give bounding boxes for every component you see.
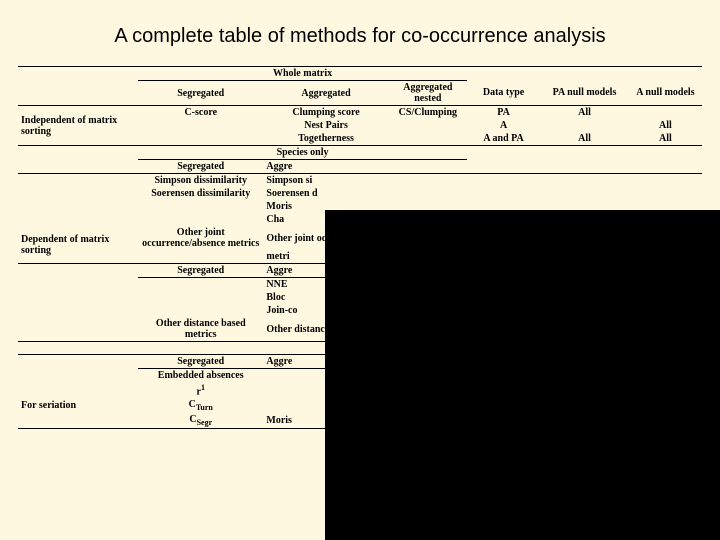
col-aggregated-nested: Aggregated nested <box>389 81 467 106</box>
cell-cs-clumping: CS/Clumping <box>389 106 467 120</box>
col-pa-null: PA null models <box>540 81 629 106</box>
cell-embedded: Embedded absences <box>138 369 263 383</box>
cell-cscore: C-score <box>138 106 263 120</box>
col-aggregated-2: Aggre <box>263 160 388 174</box>
col-segregated-2: Segregated <box>138 160 263 174</box>
cell-r1: r1 <box>138 382 263 398</box>
cell-other-dist: Other distance based metrics <box>138 317 263 342</box>
cell-cturn: CTurn <box>138 398 263 413</box>
cell-all4: All <box>629 132 702 146</box>
cell-a: A <box>467 119 540 132</box>
section-whole-matrix: Whole matrix <box>138 67 467 81</box>
cell-other-joint-abs: Other joint occurrence/absence metrics <box>138 226 263 250</box>
col-data-type: Data type <box>467 81 540 106</box>
occlusion-box <box>325 210 720 540</box>
page-title: A complete table of methods for co-occur… <box>0 0 720 66</box>
section-species-only: Species only <box>138 146 467 160</box>
cell-all2: All <box>629 119 702 132</box>
row-dependent: Dependent of matrix sorting <box>18 226 138 264</box>
cell-pa: PA <box>467 106 540 120</box>
cell-all3: All <box>540 132 629 146</box>
cell-nestpairs: Nest Pairs <box>263 119 388 132</box>
col-segregated: Segregated <box>138 81 263 106</box>
row-independent: Independent of matrix sorting <box>18 106 138 146</box>
cell-simpson-sim: Simpson si <box>263 174 388 188</box>
cell-clumping: Clumping score <box>263 106 388 120</box>
col-segregated-3: Segregated <box>138 264 263 278</box>
cell-soerensen-s: Soerensen d <box>263 187 388 200</box>
row-seriation: For seriation <box>18 382 138 429</box>
cell-soerensen-dis: Soerensen dissimilarity <box>138 187 263 200</box>
cell-a-and-pa: A and PA <box>467 132 540 146</box>
col-a-null: A null models <box>629 81 702 106</box>
col-aggregated: Aggregated <box>263 81 388 106</box>
col-segregated-4: Segregated <box>138 355 263 369</box>
cell-togetherness: Togetherness <box>263 132 388 146</box>
cell-simpson-dis: Simpson dissimilarity <box>138 174 263 188</box>
cell-all: All <box>540 106 629 120</box>
cell-csegr: CSegr <box>138 413 263 429</box>
